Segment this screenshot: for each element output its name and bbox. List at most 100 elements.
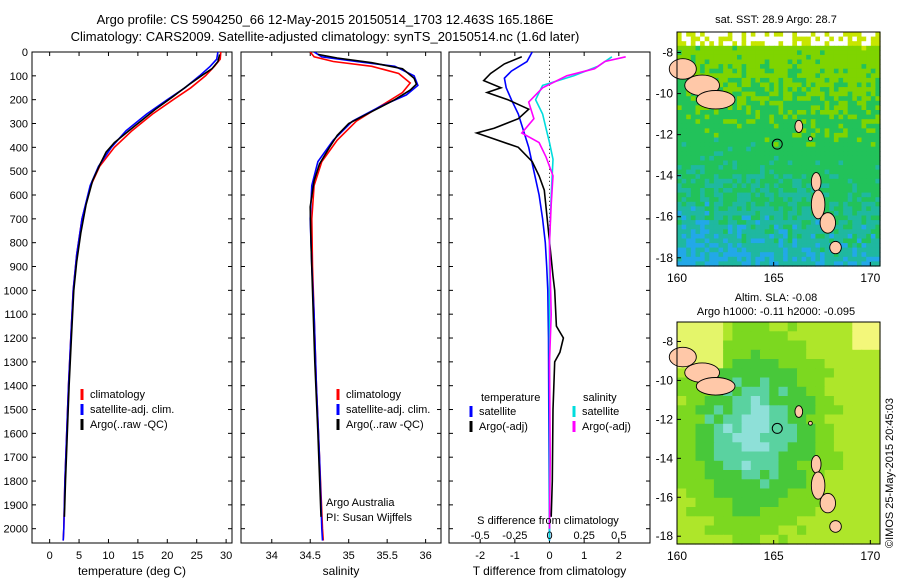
- map-cell: [824, 32, 830, 38]
- map-cell: [686, 488, 696, 499]
- map-cell: [866, 114, 872, 120]
- map-cell: [773, 206, 780, 212]
- map-cell: [713, 50, 720, 56]
- map-cell: [820, 229, 826, 235]
- sla-map-x-tick-label: 165: [764, 549, 784, 563]
- map-cell: [792, 64, 798, 70]
- map-cell: [870, 233, 876, 240]
- map-cell: [833, 45, 840, 51]
- map-cell: [704, 123, 710, 129]
- map-cell: [677, 77, 683, 84]
- map-cell: [824, 68, 830, 74]
- map-cell: [723, 45, 729, 51]
- map-cell: [741, 160, 747, 166]
- map-cell: [866, 178, 872, 184]
- map-cell: [704, 197, 710, 203]
- map-cell: [746, 114, 752, 120]
- map-cell: [820, 36, 826, 42]
- map-cell: [732, 73, 738, 79]
- map-cell: [709, 197, 715, 203]
- map-cell: [755, 87, 761, 93]
- map-cell: [866, 50, 872, 56]
- map-cell: [820, 233, 826, 240]
- map-cell: [783, 96, 789, 102]
- map-cell: [838, 174, 844, 180]
- map-cell: [764, 243, 770, 249]
- map-cell: [787, 206, 793, 212]
- temperature-x-tick-label: 25: [191, 550, 203, 562]
- map-cell: [704, 64, 710, 70]
- map-cell: [727, 256, 733, 262]
- map-cell: [824, 59, 830, 65]
- map-cell: [797, 349, 807, 360]
- map-cell: [718, 160, 724, 166]
- map-cell: [829, 142, 835, 148]
- map-cell: [792, 192, 798, 198]
- map-cell: [755, 165, 761, 171]
- map-cell: [806, 142, 812, 148]
- map-cell: [870, 229, 876, 235]
- map-cell: [746, 252, 752, 258]
- map-cell: [769, 368, 780, 379]
- map-cell: [746, 261, 752, 267]
- map-cell: [870, 224, 876, 230]
- map-cell: [686, 534, 696, 545]
- map-cell: [718, 178, 724, 184]
- map-cell: [769, 252, 775, 258]
- difference-x-tick-label: 2: [616, 550, 622, 562]
- map-cell: [773, 192, 780, 198]
- map-cell: [852, 137, 858, 143]
- map-cell: [778, 73, 784, 79]
- map-cell: [677, 137, 683, 143]
- map-cell: [838, 132, 844, 139]
- depth-tick-label: 300: [10, 119, 28, 131]
- map-cell: [723, 479, 733, 490]
- map-cell: [741, 470, 752, 480]
- map-cell: [856, 192, 863, 198]
- map-cell: [760, 142, 766, 148]
- map-cell: [746, 32, 752, 38]
- map-cell: [820, 169, 826, 175]
- map-cell: [824, 100, 830, 106]
- map-cell: [824, 96, 830, 102]
- temperature-x-axis-label: temperature (deg C): [78, 564, 186, 578]
- map-cell: [723, 340, 733, 351]
- map-cell: [787, 114, 793, 120]
- map-cell: [797, 110, 803, 116]
- map-cell: [866, 64, 872, 70]
- map-cell: [741, 210, 747, 217]
- map-cell: [681, 233, 687, 240]
- map-cell: [792, 54, 798, 61]
- map-cell: [820, 137, 826, 143]
- map-cell: [843, 331, 853, 342]
- island-shape: [695, 90, 736, 110]
- map-cell: [833, 206, 840, 212]
- map-cell: [783, 220, 789, 226]
- map-cell: [875, 137, 881, 143]
- map-cell: [769, 433, 780, 443]
- map-cell: [760, 169, 766, 175]
- map-cell: [833, 64, 840, 70]
- map-cell: [732, 215, 738, 221]
- map-cell: [870, 64, 876, 70]
- map-cell: [875, 105, 881, 111]
- map-cell: [806, 368, 816, 379]
- map-cell: [746, 206, 752, 212]
- map-cell: [861, 349, 872, 360]
- map-cell: [861, 151, 867, 157]
- map-cell: [792, 91, 798, 97]
- map-cell: [732, 169, 738, 175]
- map-cell: [769, 423, 780, 434]
- map-cell: [866, 32, 872, 38]
- map-cell: [755, 229, 761, 235]
- map-cell: [741, 96, 747, 102]
- map-cell: [723, 470, 733, 480]
- map-cell: [700, 247, 706, 253]
- map-cell: [695, 178, 701, 184]
- map-cell: [681, 77, 687, 84]
- map-cell: [783, 243, 789, 249]
- map-cell: [686, 142, 692, 148]
- map-cell: [737, 36, 743, 42]
- map-cell: [732, 201, 738, 207]
- map-cell: [806, 82, 812, 88]
